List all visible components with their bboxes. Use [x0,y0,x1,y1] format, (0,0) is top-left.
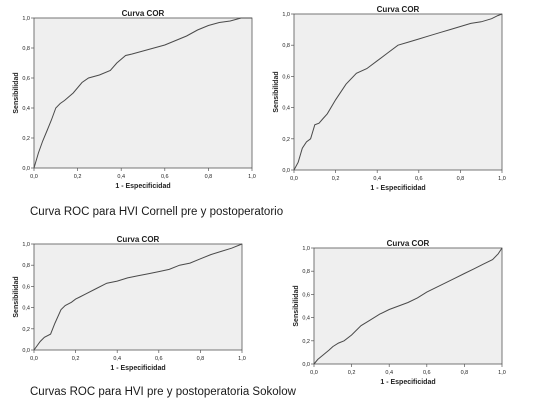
x-axis-label: 1 - Especificidad [115,183,170,190]
x-tick-label: 0,2 [74,174,82,180]
chart-title: Curva COR [377,5,420,14]
x-tick-label: 0,0 [30,174,38,180]
x-axis-label: 1 - Especificidad [370,185,425,192]
y-tick-label: 0,4 [282,106,290,112]
y-tick-label: 0,6 [22,76,30,82]
y-tick-label: 0,0 [302,362,310,368]
chart-title: Curva COR [122,9,165,18]
y-tick-label: 0,6 [22,284,30,290]
y-tick-label: 1,0 [282,12,290,18]
y-tick-label: 0,0 [282,168,290,174]
x-tick-label: 0,2 [72,356,80,362]
y-tick-label: 0,2 [22,136,30,142]
x-tick-label: 0,8 [457,176,465,182]
x-tick-label: 0,6 [415,176,423,182]
y-tick-label: 0,4 [22,106,30,112]
y-tick-label: 0,8 [22,46,30,52]
roc-chart-3: Curva COR 0,0 0,2 0,4 0,6 0,8 1,0 0,0 0,2 0,4 0,6 0… [8,235,248,376]
roc-chart-1: Curva COR 0,0 0,2 0,4 0,6 0,8 1,0 0,0 0,2 0,4 0,6 0… [8,6,258,198]
x-tick-label: 0,0 [30,356,38,362]
y-axis-label: Sensibilidad [273,71,280,112]
roc-chart-svg: Curva COR 0,0 0,2 0,4 0,6 0,8 1,0 0,0 0,2 0,4 0,6 0… [13,235,246,372]
plot-area [33,17,253,169]
x-tick-label: 0,4 [373,176,381,182]
x-tick-label: 0,4 [385,370,393,376]
y-axis-label: Sensibilidad [293,285,300,326]
y-tick-label: 0,6 [282,74,290,80]
y-tick-label: 0,2 [22,327,30,333]
caption-sokolow: Curvas ROC para HVI pre y postoperatoria… [30,386,296,398]
caption-cornell: Curva ROC para HVI Cornell pre y postope… [30,206,284,218]
roc-curve-line [313,247,503,365]
plot-area [33,243,243,351]
x-tick-label: 0,6 [423,370,431,376]
plot-area [313,247,503,365]
x-tick-label: 0,4 [113,356,121,362]
x-tick-label: 0,8 [197,356,205,362]
x-tick-label: 1,0 [498,370,506,376]
y-tick-label: 0,8 [22,263,30,269]
roc-chart-svg: Curva COR 0,0 0,2 0,4 0,6 0,8 1,0 0,0 0,2 0,4 0,6 0… [293,239,506,386]
y-tick-label: 0,6 [302,292,310,298]
x-tick-label: 0,4 [117,174,125,180]
x-tick-label: 0,6 [155,356,163,362]
x-tick-label: 0,8 [205,174,213,180]
y-tick-label: 1,0 [302,246,310,252]
y-tick-label: 0,0 [22,348,30,354]
x-axis-label: 1 - Especificidad [110,365,165,372]
y-tick-label: 0,4 [302,316,310,322]
chart-title: Curva COR [117,235,160,244]
y-axis-label: Sensibilidad [13,72,20,113]
x-tick-label: 1,0 [498,176,506,182]
y-tick-label: 1,0 [22,242,30,248]
y-tick-label: 0,0 [22,166,30,172]
chart-title: Curva COR [387,239,430,248]
roc-curve-line [33,17,252,169]
roc-chart-svg: Curva COR 0,0 0,2 0,4 0,6 0,8 1,0 0,0 0,2 0,4 0,6 0… [273,5,506,192]
x-tick-label: 0,8 [461,370,469,376]
roc-chart-2: Curva COR 0,0 0,2 0,4 0,6 0,8 1,0 0,0 0,2 0,4 0,6 0… [268,4,508,200]
y-tick-label: 0,8 [302,269,310,275]
roc-curve-line [293,13,503,171]
x-tick-label: 0,2 [348,370,356,376]
x-axis-label: 1 - Especificidad [380,379,435,386]
roc-curve-line [33,243,243,351]
y-tick-label: 0,4 [22,306,30,312]
x-tick-label: 0,6 [161,174,169,180]
y-tick-label: 0,2 [282,137,290,143]
x-tick-label: 0,2 [332,176,340,182]
x-tick-label: 1,0 [248,174,256,180]
y-tick-label: 1,0 [22,16,30,22]
y-tick-label: 0,2 [302,339,310,345]
plot-area [293,13,503,171]
x-tick-label: 0,0 [310,370,318,376]
roc-chart-svg: Curva COR 0,0 0,2 0,4 0,6 0,8 1,0 0,0 0,2 0,4 0,6 0… [13,9,256,190]
roc-chart-4: Curva COR 0,0 0,2 0,4 0,6 0,8 1,0 0,0 0,2 0,4 0,6 0… [288,238,508,390]
x-tick-label: 1,0 [238,356,246,362]
y-tick-label: 0,8 [282,43,290,49]
y-axis-label: Sensibilidad [13,276,20,317]
x-tick-label: 0,0 [290,176,298,182]
